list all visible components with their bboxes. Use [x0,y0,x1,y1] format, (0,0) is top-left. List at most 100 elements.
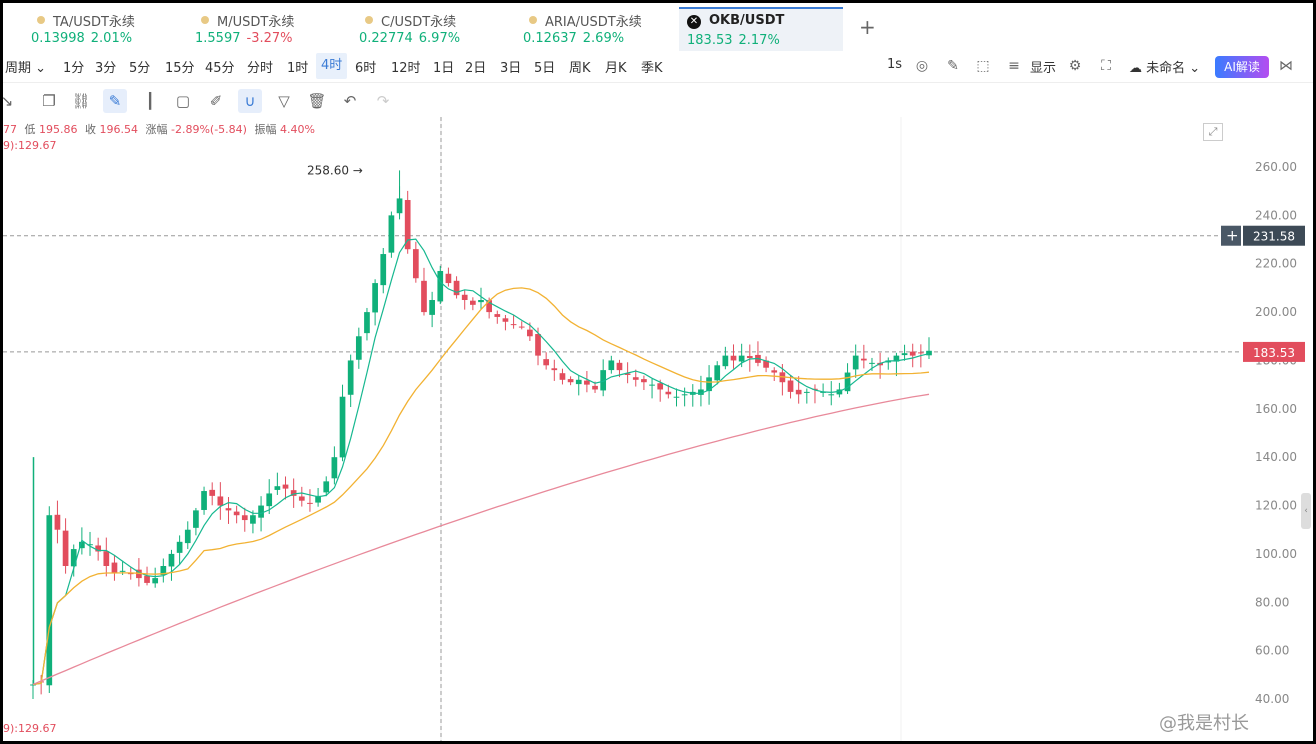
period-dropdown[interactable]: 周期 ⌄ [5,61,47,76]
price-chart[interactable]: 258.60 →260.00240.00220.00200.00180.0016… [3,117,1313,743]
brush-icon[interactable]: ✎ [103,89,127,113]
y-axis-tick: 100.00 [1255,547,1297,561]
candle-body [722,355,729,367]
last-price-label: 183.53 [1253,346,1295,360]
symbol-tab[interactable]: ARIA/USDT永续 0.12637 2.69% [515,7,675,51]
ma-readout-bottom: 9):129.67 [3,722,57,735]
low-label: 低 [24,123,36,136]
fullscreen-icon[interactable]: ⛶ [1101,58,1111,74]
candle-body [649,384,655,386]
ai-interpret-button[interactable]: AI解读 [1215,56,1269,78]
candle-body [844,372,851,392]
ma-long-line [32,393,930,686]
coin-icon [365,16,373,24]
interval-季K[interactable]: 季K [641,61,663,76]
okb-logo-icon: ✕ [687,15,701,29]
candle-body [412,249,419,279]
candle-body [421,280,427,313]
symbol-tab[interactable]: M/USDT永续 1.5597 -3.27% [187,7,347,51]
close-value: 196.54 [99,123,139,136]
tab-change: 2.17% [738,33,780,48]
candle-body [119,570,126,572]
candle-body [787,380,794,392]
candle-body [388,215,395,253]
candle-body [641,379,647,383]
interval-5日[interactable]: 5日 [534,61,556,76]
display-menu[interactable]: 显示 [1030,61,1057,76]
interval-分时[interactable]: 分时 [247,61,274,76]
camera-icon[interactable]: ◎ [915,58,929,74]
candle-body [250,515,256,524]
candle-body [926,350,932,356]
tab-change: 2.69% [582,31,625,46]
candle-body [698,389,704,395]
clipboard-icon[interactable]: ▢ [175,92,191,110]
candle-body [307,502,313,504]
layout-dropdown[interactable]: ☁ 未命名 ⌄ [1129,61,1201,76]
side-panel-handle[interactable]: ‹ [1301,493,1311,529]
undo-icon[interactable]: ↶ [343,92,357,110]
interval-周K[interactable]: 周K [569,61,591,76]
interval-月K[interactable]: 月K [605,61,627,76]
interval-15分[interactable]: 15分 [165,61,195,76]
symbol-tab[interactable]: TA/USDT永续 0.13998 2.01% [23,7,183,51]
tab-price-line: 0.13998 2.01% [31,31,132,46]
candle-body [144,575,150,583]
interval-toolbar: 周期 ⌄ 1分 3分 5分 15分 45分 分时 1时 4时 6时 12时 1日 2日 3日 5日 周K 月K 季… [3,51,1313,83]
interval-6时[interactable]: 6时 [355,61,377,76]
y-axis-tick: 40.00 [1255,692,1289,706]
add-tab-button[interactable]: + [859,15,876,39]
symbol-tab[interactable]: C/USDT永续 0.22774 6.97% [351,7,511,51]
y-axis-tick: 60.00 [1255,644,1289,658]
candle-body [54,514,61,530]
interval-3分[interactable]: 3分 [95,61,117,76]
crosshair-add-button[interactable] [1221,225,1241,246]
interval-5分[interactable]: 5分 [129,61,151,76]
interval-1时[interactable]: 1时 [287,61,309,76]
candle-body [665,391,672,395]
candle-body [551,368,558,371]
tab-change: 6.97% [418,31,461,46]
magnet-icon[interactable]: ∪ [238,89,262,113]
refresh-rate-label[interactable]: 1s [887,57,903,72]
amplitude-label: 振幅 [254,123,277,136]
candle-icon[interactable]: ┃ [145,92,155,110]
candle-body [632,377,639,380]
interval-1分[interactable]: 1分 [63,61,85,76]
pencil-icon[interactable]: ✎ [947,58,959,74]
settings-icon[interactable]: ⚙ [1068,58,1082,74]
interval-4时[interactable]: 4时 [316,53,348,79]
open-fragment: 77 [3,123,17,136]
trash-icon[interactable]: 🗑 [307,92,327,110]
fullscreen-expand-icon[interactable]: ⤢ [1203,123,1223,141]
copy-icon[interactable]: ❐ [42,92,56,110]
crosshair-price-label: 231.58 [1253,230,1295,244]
interval-2日[interactable]: 2日 [465,61,487,76]
share-icon[interactable]: ⋈ [1279,58,1293,74]
cursor-icon[interactable]: ↘ [0,92,14,110]
candle-body [347,360,354,395]
interval-3日[interactable]: 3日 [500,61,522,76]
candle-body [502,318,509,322]
drawing-toolbar: ↘ ❐ ⛓ ✎ ┃ ▢ ✐ ∪ ▽ 🗑 ↶ ↷ [3,85,423,117]
candle-body [706,377,712,392]
note-icon[interactable]: ✐ [209,92,223,110]
candle-body [478,300,484,303]
redo-icon[interactable]: ↷ [376,92,390,110]
interval-12时[interactable]: 12时 [391,61,421,76]
candle-body [30,684,36,686]
link-icon[interactable]: ⛓ [71,92,91,110]
candle-body [79,541,85,549]
peak-price-label: 258.60 → [307,163,363,177]
candle-body [323,481,330,493]
symbol-tab-active[interactable]: ✕ OKB/USDT 183.53 2.17% [679,7,843,51]
menu-icon[interactable]: ≡ [1008,58,1020,74]
interval-1日[interactable]: 1日 [433,61,455,76]
y-axis-tick: 80.00 [1255,595,1289,609]
candle-body [127,573,134,575]
crop-icon[interactable]: ⬚ [976,58,990,74]
interval-45分[interactable]: 45分 [205,61,235,76]
filter-icon[interactable]: ▽ [278,92,290,110]
candle-body [355,336,362,360]
